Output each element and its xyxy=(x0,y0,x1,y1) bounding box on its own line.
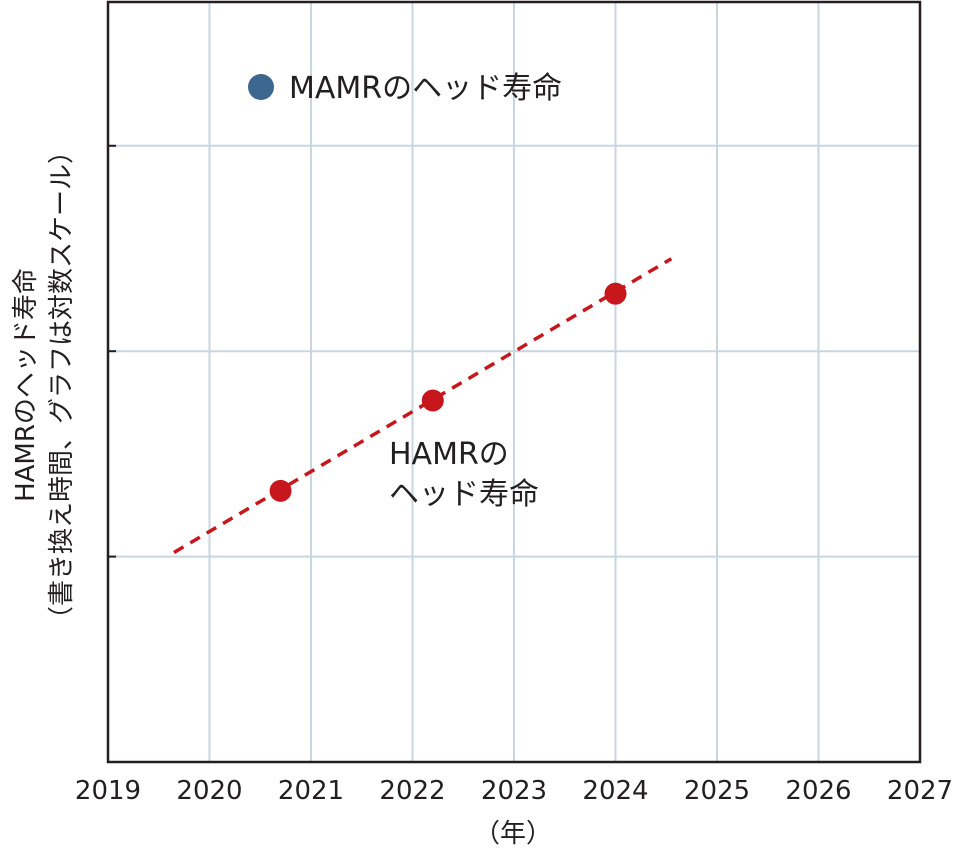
hamr-label-line1: HAMRの xyxy=(389,437,509,472)
x-tick-label: 2025 xyxy=(684,776,750,806)
mamr-legend-label: MAMRのヘッド寿命 xyxy=(289,71,562,106)
hamr-data-point xyxy=(269,479,292,502)
grid-lines xyxy=(108,2,920,762)
x-tick-label: 2027 xyxy=(887,776,953,806)
x-tick-label: 2019 xyxy=(75,776,141,806)
y-axis-label-line2: （書き換え時間、グラフは対数スケール） xyxy=(47,138,77,632)
y-axis-label-line1: HAMRのヘッド寿命 xyxy=(11,268,41,502)
hamr-points-layer xyxy=(269,282,627,502)
hamr-label-line2: ヘッド寿命 xyxy=(389,477,539,512)
x-axis-label: （年） xyxy=(474,819,552,849)
hamr-trend-layer xyxy=(173,257,673,554)
x-tick-label: 2024 xyxy=(582,776,648,806)
x-tick-label: 2022 xyxy=(379,776,445,806)
x-tick-label: 2023 xyxy=(481,776,547,806)
hamr-trend-line xyxy=(173,257,673,554)
plot-frame xyxy=(106,0,922,764)
hamr-data-point xyxy=(604,282,627,305)
x-tick-labels: 2019 2020 2021 2022 2023 2024 2025 2026 2027 xyxy=(75,776,953,806)
x-tick-label: 2020 xyxy=(176,776,242,806)
mamr-legend-marker xyxy=(248,74,274,100)
x-tick-label: 2021 xyxy=(278,776,344,806)
hamr-data-point xyxy=(421,389,444,412)
x-tick-label: 2026 xyxy=(785,776,851,806)
